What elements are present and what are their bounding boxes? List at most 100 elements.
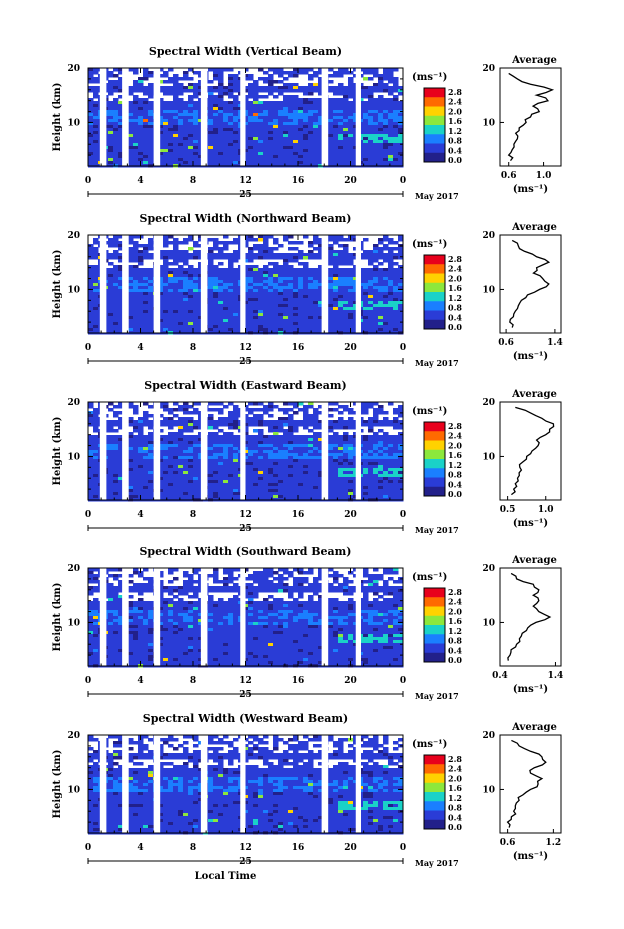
- data-gap: [122, 402, 129, 500]
- data-gap: [200, 235, 208, 333]
- x-tick-label: 8: [190, 843, 196, 853]
- month-label: May 2017: [415, 691, 459, 701]
- y-tick-label: 20: [67, 64, 80, 74]
- colorbar-segment: [424, 648, 445, 654]
- colorbar-tick-label: 0.4: [448, 812, 462, 822]
- colorbar-segment: [424, 468, 445, 474]
- colorbar-segment: [424, 652, 445, 658]
- y-tick-label: 10: [67, 618, 80, 628]
- footer-xlabel: Local Time: [195, 871, 257, 882]
- colorbar: (ms⁻¹)2.82.42.01.61.20.80.40.0: [412, 72, 462, 165]
- average-title: Average: [511, 55, 557, 66]
- average-title: Average: [511, 722, 557, 733]
- colorbar-segment: [424, 472, 445, 478]
- data-gap: [122, 68, 129, 166]
- average-frame: [499, 401, 562, 501]
- average-x-tick-label: 0.4: [492, 671, 508, 681]
- colorbar-segment: [424, 482, 445, 488]
- colorbar-tick-label: 1.2: [448, 460, 462, 470]
- day-label: 25: [239, 857, 252, 867]
- colorbar-tick-label: 0.8: [448, 303, 462, 313]
- x-tick-label: 16: [292, 176, 305, 186]
- colorbar-segment: [424, 477, 445, 483]
- average-frame: [499, 234, 562, 334]
- colorbar-segment: [424, 125, 445, 131]
- y-axis-label: Height (km): [52, 750, 63, 819]
- data-gap: [240, 235, 246, 333]
- colorbar-segment: [424, 755, 445, 761]
- colorbar-tick-label: 1.6: [448, 783, 462, 793]
- x-tick-label: 0: [85, 176, 91, 186]
- colorbar-tick-label: 1.2: [448, 293, 462, 303]
- colorbar: (ms⁻¹)2.82.42.01.61.20.80.40.0: [412, 572, 462, 665]
- data-gap: [240, 568, 246, 666]
- average-profile-line: [511, 406, 555, 496]
- colorbar-segment: [424, 782, 445, 788]
- colorbar-tick-label: 1.2: [448, 626, 462, 636]
- colorbar-segment: [424, 486, 445, 492]
- colorbar-unit-label: (ms⁻¹): [412, 406, 447, 417]
- average-panel: Average 20 10 0.4 1.4(ms⁻¹): [482, 555, 563, 695]
- x-tick-label: 12: [239, 843, 252, 853]
- data-gap: [355, 235, 361, 333]
- data-gap: [321, 735, 329, 833]
- x-tick-label: 4: [137, 510, 143, 520]
- colorbar-segment: [424, 778, 445, 784]
- x-tick-label: 8: [190, 510, 196, 520]
- colorbar-tick-label: 0.4: [448, 312, 462, 322]
- y-tick-label: 20: [67, 564, 80, 574]
- colorbar-segment: [424, 148, 445, 154]
- data-gap: [240, 68, 246, 166]
- x-tick-label: 16: [292, 676, 305, 686]
- average-y-tick-label: 10: [482, 285, 495, 295]
- data-gap: [99, 68, 107, 166]
- average-profile-line: [509, 239, 551, 328]
- average-panel: Average 20 10 0.6 1.0 (ms⁻¹): [482, 55, 562, 195]
- data-gap: [122, 735, 129, 833]
- average-frame: [499, 734, 562, 834]
- month-label: May 2017: [415, 191, 459, 201]
- panel-4: Spectral Width (Southward Beam) 20 10 Heigh…: [52, 545, 563, 701]
- x-tick-label: 0: [85, 343, 91, 353]
- colorbar-unit-label: (ms⁻¹): [412, 72, 447, 83]
- colorbar-segment: [424, 454, 445, 460]
- data-gap: [153, 402, 161, 500]
- x-tick-label: 0: [400, 843, 406, 853]
- colorbar-segment: [424, 440, 445, 446]
- x-tick-label: 12: [239, 676, 252, 686]
- colorbar-segment: [424, 106, 445, 112]
- x-tick-label: 0: [85, 510, 91, 520]
- colorbar-segment: [424, 319, 445, 325]
- y-tick-label: 20: [67, 398, 80, 408]
- colorbar-unit-label: (ms⁻¹): [412, 572, 447, 583]
- data-gap: [355, 568, 361, 666]
- average-x-tick-label: 1.2: [546, 838, 562, 848]
- data-gap: [153, 68, 161, 166]
- average-x-tick-label: 1.4: [547, 338, 563, 348]
- day-label: 25: [239, 190, 252, 200]
- data-gap: [200, 68, 208, 166]
- colorbar-tick-label: 2.0: [448, 106, 462, 116]
- colorbar-segment: [424, 129, 445, 135]
- average-panel: Average 20 10 0.6 1.4 (ms⁻¹): [482, 222, 562, 362]
- colorbar-tick-label: 0.8: [448, 470, 462, 480]
- colorbar-segment: [424, 634, 445, 640]
- average-x-tick-label: 1.0: [538, 505, 554, 515]
- colorbar-segment: [424, 620, 445, 626]
- colorbar-segment: [424, 773, 445, 779]
- average-frame: [499, 567, 562, 667]
- average-x-label: (ms⁻¹): [513, 351, 548, 362]
- colorbar-tick-label: 2.0: [448, 606, 462, 616]
- colorbar-tick-label: 2.0: [448, 273, 462, 283]
- average-y-tick-label: 20: [482, 64, 495, 74]
- data-gap: [200, 402, 208, 500]
- x-tick-label: 0: [400, 676, 406, 686]
- colorbar-unit-label: (ms⁻¹): [412, 739, 447, 750]
- colorbar-segment: [424, 278, 445, 284]
- colorbar-segment: [424, 422, 445, 428]
- colorbar-tick-label: 1.6: [448, 450, 462, 460]
- colorbar-segment: [424, 445, 445, 451]
- colorbar-segment: [424, 657, 445, 663]
- colorbar-tick-label: 0.4: [448, 645, 462, 655]
